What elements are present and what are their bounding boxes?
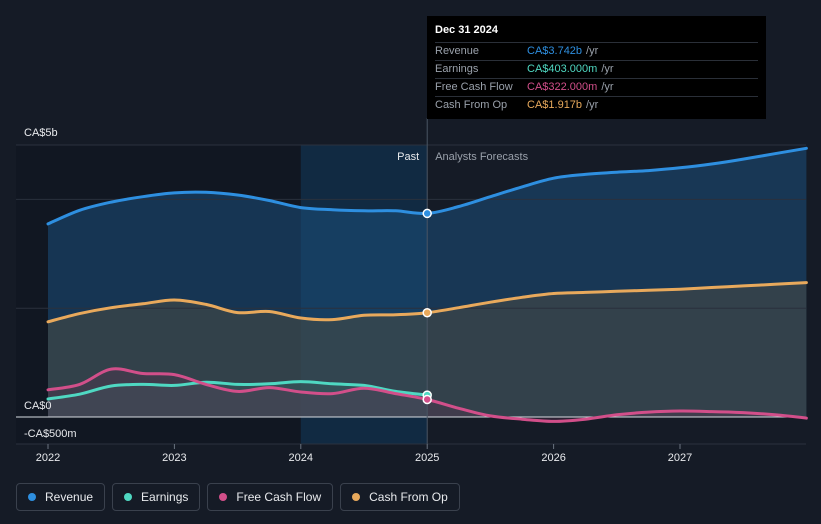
legend-item-revenue[interactable]: Revenue bbox=[16, 483, 106, 511]
tooltip-row-cash-from-op: Cash From Op CA$1.917b /yr bbox=[435, 96, 758, 114]
tooltip-row-revenue: Revenue CA$3.742b /yr bbox=[435, 42, 758, 60]
legend-item-free-cash-flow[interactable]: Free Cash Flow bbox=[207, 483, 334, 511]
tooltip-label: Free Cash Flow bbox=[435, 81, 513, 93]
x-tick-label: 2024 bbox=[289, 452, 313, 464]
tooltip-value: CA$322.000m bbox=[527, 81, 598, 93]
free-cash-flow-dot-icon bbox=[219, 493, 228, 501]
tooltip-label: Revenue bbox=[435, 45, 480, 57]
legend-label: Earnings bbox=[141, 490, 189, 504]
tooltip: Dec 31 2024 Revenue CA$3.742b /yr Earnin… bbox=[427, 16, 766, 119]
tooltip-row-free-cash-flow: Free Cash Flow CA$322.000m /yr bbox=[435, 78, 758, 96]
tooltip-row-earnings: Earnings CA$403.000m /yr bbox=[435, 60, 758, 78]
legend-label: Revenue bbox=[45, 490, 94, 504]
x-tick-label: 2027 bbox=[668, 452, 692, 464]
legend-label: Cash From Op bbox=[369, 490, 448, 504]
point-revenue bbox=[422, 208, 432, 219]
y-label-top: CA$5b bbox=[24, 127, 58, 139]
revenue-dot-icon bbox=[28, 493, 36, 501]
tooltip-value: CA$403.000m bbox=[527, 63, 598, 75]
legend-item-earnings[interactable]: Earnings bbox=[112, 483, 201, 511]
cash-from-op-dot-icon bbox=[352, 493, 361, 501]
legend-item-cash-from-op[interactable]: Cash From Op bbox=[340, 483, 460, 511]
x-tick-label: 2025 bbox=[415, 452, 439, 464]
y-label-bottom: -CA$500m bbox=[24, 428, 77, 440]
past-label: Past bbox=[397, 151, 419, 163]
tooltip-unit: /yr bbox=[601, 63, 614, 75]
earnings-dot-icon bbox=[124, 493, 133, 501]
legend-label: Free Cash Flow bbox=[236, 490, 322, 504]
tooltip-value: CA$3.742b bbox=[527, 45, 583, 57]
tooltip-unit: /yr bbox=[586, 99, 599, 111]
line-earnings bbox=[46, 380, 429, 401]
forecast-label: Analysts Forecasts bbox=[435, 151, 528, 163]
x-tick-label: 2022 bbox=[36, 452, 60, 464]
point-free-cash-flow bbox=[422, 394, 432, 405]
y-label-zero: CA$0 bbox=[24, 400, 52, 412]
tooltip-unit: /yr bbox=[586, 45, 599, 57]
legend: Revenue Earnings Free Cash Flow Cash Fro… bbox=[16, 483, 460, 513]
x-tick-label: 2023 bbox=[162, 452, 186, 464]
tooltip-label: Earnings bbox=[435, 63, 479, 75]
x-tick-label: 2026 bbox=[541, 452, 565, 464]
area-earnings bbox=[48, 381, 428, 417]
area-free-cash-flow bbox=[48, 368, 807, 422]
tooltip-unit: /yr bbox=[601, 81, 614, 93]
tooltip-label: Cash From Op bbox=[435, 99, 508, 111]
point-cash-from-op bbox=[422, 307, 432, 318]
tooltip-value: CA$1.917b bbox=[527, 99, 583, 111]
tooltip-date: Dec 31 2024 bbox=[435, 24, 498, 36]
